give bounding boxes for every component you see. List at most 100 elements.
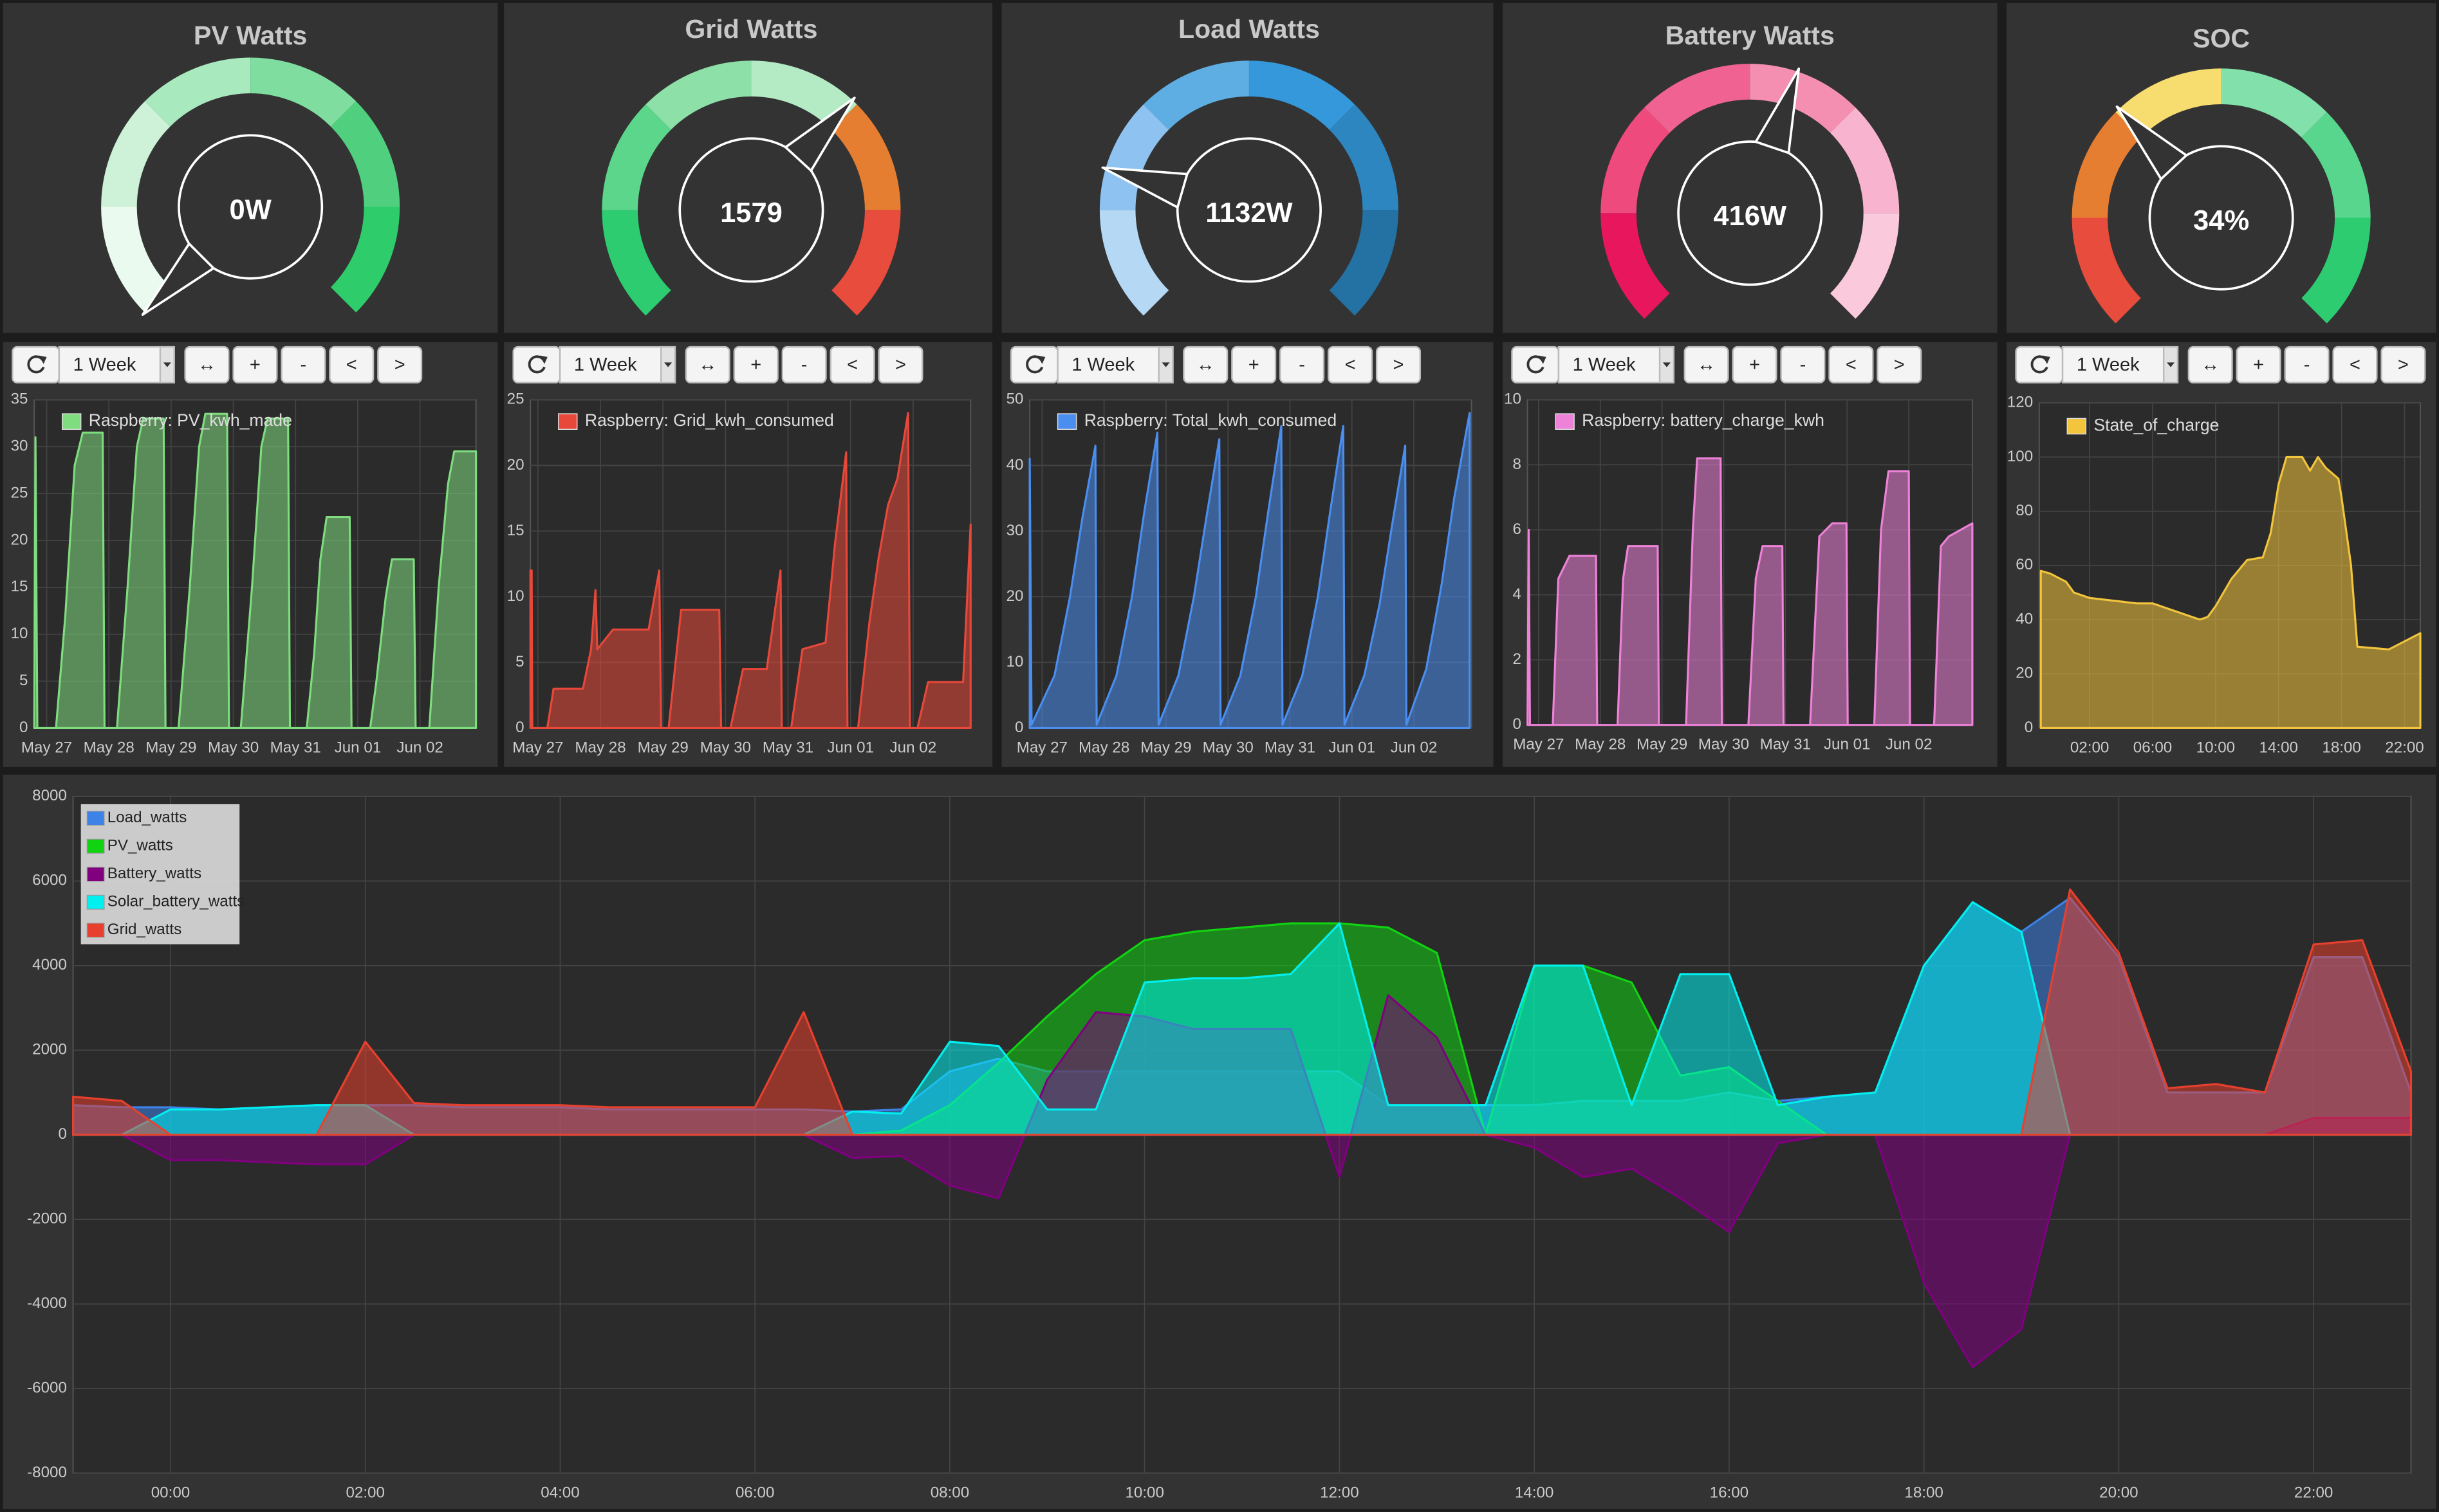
button-label: ↔ xyxy=(698,355,717,375)
button[interactable] xyxy=(1183,346,1229,383)
x-tick-label: May 29 xyxy=(145,739,196,756)
gauge-band xyxy=(831,104,901,210)
refresh-icon xyxy=(1026,355,1044,374)
gauge-band xyxy=(145,57,251,127)
button[interactable] xyxy=(830,346,875,383)
button[interactable] xyxy=(2380,346,2426,383)
refresh-arrow xyxy=(539,355,548,364)
button-label: > xyxy=(394,355,405,375)
button[interactable] xyxy=(1375,346,1422,383)
x-tick-label: Jun 01 xyxy=(1328,739,1375,756)
button[interactable] xyxy=(1732,346,1777,383)
y-tick-label: 0 xyxy=(1512,715,1521,733)
y-tick-label: 8 xyxy=(1512,456,1521,473)
button[interactable] xyxy=(1279,346,1325,383)
button-label: < xyxy=(2350,355,2360,375)
refresh-icon xyxy=(1526,355,1544,374)
button[interactable] xyxy=(1327,346,1373,383)
button[interactable] xyxy=(2236,346,2281,383)
legend-box xyxy=(80,804,240,945)
gauge-band xyxy=(2301,217,2371,324)
gauge-band xyxy=(2301,112,2371,218)
refresh-button[interactable] xyxy=(12,346,60,383)
y-tick-label: 20 xyxy=(507,456,524,474)
refresh-button[interactable] xyxy=(2015,346,2064,383)
button[interactable] xyxy=(281,346,326,383)
x-tick-label: Jun 01 xyxy=(1824,735,1871,753)
button[interactable] xyxy=(685,346,730,383)
period-label: 1 Week xyxy=(2077,355,2140,375)
button-label: > xyxy=(1393,355,1404,375)
gauge-band xyxy=(602,104,671,210)
gauge-band xyxy=(1143,60,1249,130)
y-tick-label: -4000 xyxy=(27,1295,67,1312)
x-tick-label: Jun 01 xyxy=(335,739,382,756)
x-tick-label: 14:00 xyxy=(1515,1484,1553,1501)
gauge-band xyxy=(645,60,752,130)
button-label: ↔ xyxy=(198,355,216,375)
gauge-band xyxy=(1830,107,1900,214)
button[interactable] xyxy=(733,346,779,383)
button[interactable] xyxy=(377,346,423,383)
refresh-icon xyxy=(27,355,45,374)
button-label: ↔ xyxy=(2201,355,2220,375)
gauge-title: Battery Watts xyxy=(1665,21,1835,50)
button-label: < xyxy=(1345,355,1356,375)
period-select[interactable] xyxy=(2061,346,2179,383)
y-tick-label: 100 xyxy=(2007,448,2033,465)
legend-label: Raspberry: PV_kwh_made xyxy=(89,410,292,430)
gauge-band xyxy=(101,101,171,207)
gauge-band xyxy=(330,207,400,313)
x-tick-label: 06:00 xyxy=(736,1484,774,1501)
button-label: + xyxy=(250,355,261,375)
button[interactable] xyxy=(781,346,827,383)
y-tick-label: 10 xyxy=(1504,391,1521,408)
x-tick-label: May 28 xyxy=(1575,735,1626,753)
gauge-title: PV Watts xyxy=(194,21,307,50)
gauge-band xyxy=(2072,217,2141,324)
gauge-needle xyxy=(141,243,215,316)
gauge-hub xyxy=(178,134,324,280)
button[interactable] xyxy=(1828,346,1874,383)
x-tick-label: May 28 xyxy=(1079,739,1129,756)
x-tick-label: 18:00 xyxy=(1904,1484,1943,1501)
y-tick-label: 120 xyxy=(2007,394,2033,411)
button[interactable] xyxy=(184,346,230,383)
refresh-icon xyxy=(2030,355,2048,374)
button[interactable] xyxy=(1683,346,1729,383)
gauge-band xyxy=(1099,210,1169,316)
button[interactable] xyxy=(1877,346,1922,383)
y-tick-label: 15 xyxy=(11,578,28,595)
refresh-button[interactable] xyxy=(1511,346,1560,383)
button[interactable] xyxy=(329,346,375,383)
area-series xyxy=(72,888,2413,1136)
legend-label: Raspberry: Total_kwh_consumed xyxy=(1084,410,1337,430)
button[interactable] xyxy=(2284,346,2330,383)
refresh-button[interactable] xyxy=(1010,346,1059,383)
y-tick-label: -8000 xyxy=(27,1464,67,1481)
area-series xyxy=(1028,412,1471,730)
button[interactable] xyxy=(2332,346,2378,383)
button[interactable] xyxy=(232,346,278,383)
gauge-band xyxy=(1830,213,1900,319)
x-tick-label: Jun 01 xyxy=(827,739,874,756)
gauge-hub xyxy=(678,137,824,283)
button-label: < xyxy=(847,355,858,375)
y-tick-label: 0 xyxy=(58,1125,66,1143)
y-tick-label: 0 xyxy=(19,719,28,736)
gauge-band xyxy=(2221,68,2327,138)
period-select[interactable] xyxy=(58,346,175,383)
x-tick-label: May 30 xyxy=(700,739,751,756)
x-tick-label: Jun 02 xyxy=(1886,735,1933,753)
gauge-band xyxy=(1329,210,1398,316)
x-tick-label: 02:00 xyxy=(2070,739,2109,756)
x-tick-label: 00:00 xyxy=(151,1484,190,1501)
button[interactable] xyxy=(1231,346,1277,383)
gauge-needle xyxy=(1754,68,1801,154)
button[interactable] xyxy=(1780,346,1826,383)
button[interactable] xyxy=(878,346,923,383)
button[interactable] xyxy=(2187,346,2233,383)
refresh-button[interactable] xyxy=(512,346,561,383)
legend-swatch xyxy=(86,894,105,910)
gauge-band xyxy=(1248,60,1355,130)
